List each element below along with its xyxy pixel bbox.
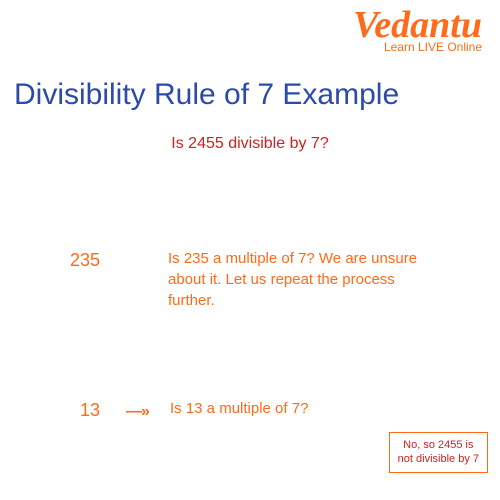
logo-text: Vedantu [353,8,482,42]
question-text: Is 2455 divisible by 7? [0,135,500,153]
step1-explanation: Is 235 a multiple of 7? We are unsure ab… [168,248,428,311]
answer-box: No, so 2455 is not divisible by 7 [389,432,488,473]
brand-logo: Vedantu Learn LIVE Online [353,8,482,54]
answer-line2: not divisible by 7 [398,453,479,465]
step2-explanation: Is 13 a multiple of 7? [170,400,308,417]
step2-number: 13 [80,400,100,421]
answer-line1: No, so 2455 is [403,439,473,451]
step1-number: 235 [70,250,100,271]
page-title: Divisibility Rule of 7 Example [14,78,399,112]
arrow-icon: —» [126,403,149,421]
answer-text: No, so 2455 is not divisible by 7 [398,438,479,467]
